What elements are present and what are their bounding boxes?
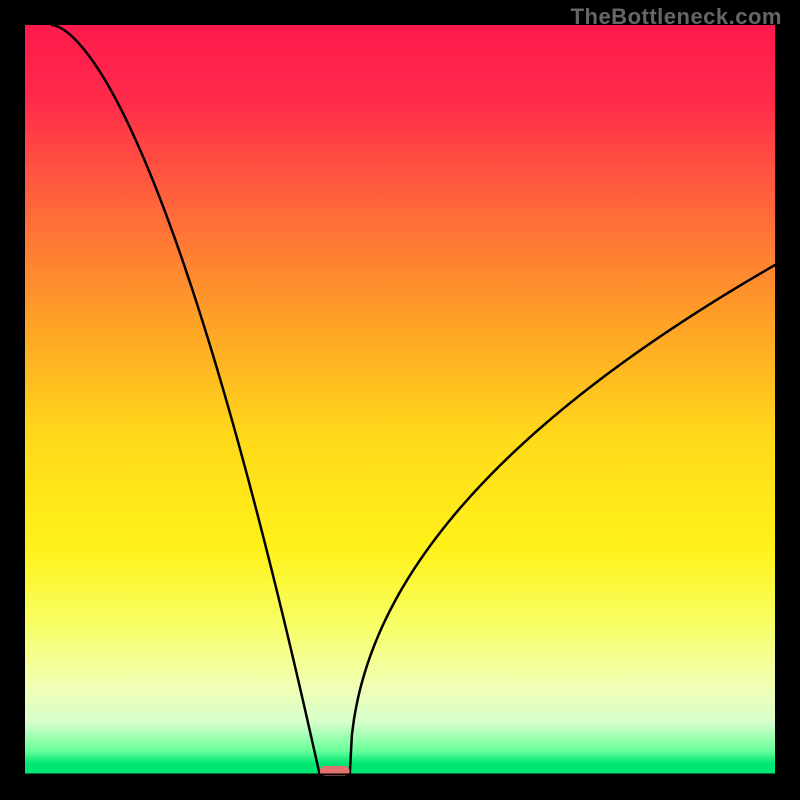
- watermark: TheBottleneck.com: [571, 4, 782, 30]
- chart-container: TheBottleneck.com: [0, 0, 800, 800]
- bottleneck-chart: [0, 0, 800, 800]
